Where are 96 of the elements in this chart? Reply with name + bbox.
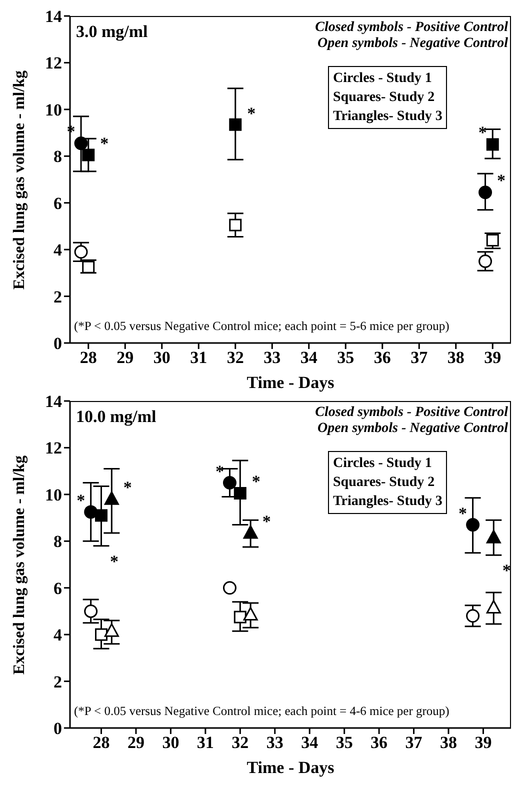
annotation: Open symbols - Negative Control: [316, 36, 508, 52]
annotation: *: [477, 123, 488, 142]
x-tick-label: 28: [92, 733, 110, 752]
y-tick-label: 14: [45, 7, 62, 26]
point: [243, 606, 258, 620]
annotation: Closed symbols - Positive Control: [315, 20, 508, 36]
annotation: Open symbols - Negative Control: [316, 421, 508, 437]
point: [74, 136, 88, 150]
y-tick-label: 10: [45, 485, 62, 504]
point: [82, 148, 95, 162]
x-tick-label: 38: [440, 733, 457, 752]
annotation: (*P < 0.05 versus Negative Control mice; each point = 5-6 mice per group): [74, 319, 450, 334]
y-tick-label: 6: [54, 194, 62, 213]
point: [478, 254, 492, 268]
point: [486, 234, 499, 246]
annotation: *: [99, 134, 110, 153]
chart-title: 10.0 mg/ml: [76, 407, 156, 427]
y-tick-label: 10: [45, 100, 62, 120]
annotation: Circles - Study 1: [333, 455, 433, 473]
point: [466, 518, 480, 532]
x-axis-title: Time - Days: [246, 373, 336, 393]
x-tick-label: 36: [374, 348, 391, 368]
annotation: *: [214, 462, 225, 481]
point: [243, 525, 258, 539]
x-tick-label: 29: [127, 733, 144, 752]
x-tick-label: 37: [410, 348, 428, 368]
annotation: *: [261, 512, 272, 531]
x-tick-label: 33: [264, 348, 281, 368]
y-tick-label: 2: [54, 672, 62, 692]
annotation: *: [458, 504, 468, 523]
key-box: Circles - Study 1 Squares- Study 2 Triangles- Study 3: [328, 451, 448, 514]
x-tick-label: 34: [301, 733, 319, 752]
x-tick-label: 39: [474, 733, 492, 752]
point: [222, 581, 236, 595]
annotation: *: [109, 552, 120, 571]
point: [104, 491, 119, 505]
annotation: Squares- Study 2: [333, 474, 436, 492]
point: [486, 530, 501, 544]
annotation: *: [246, 104, 257, 123]
x-tick-label: 31: [190, 348, 208, 368]
chart-title: 3.0 mg/ml: [76, 22, 148, 42]
annotation: Closed symbols - Positive Control: [315, 405, 508, 421]
annotation: *: [501, 561, 512, 580]
x-tick-label: 29: [116, 348, 134, 368]
point: [229, 118, 242, 131]
point: [234, 487, 246, 500]
y-tick-label: 2: [54, 287, 62, 306]
x-tick-label: 31: [196, 733, 214, 752]
y-tick-label: 14: [45, 392, 62, 412]
annotation: (*P < 0.05 versus Negative Control mice; each point = 4-6 mice per group): [74, 704, 450, 719]
point: [486, 600, 501, 614]
y-tick-label: 4: [54, 626, 62, 645]
key-box: Circles - Study 1 Squares- Study 2 Triangles- Study 3: [328, 66, 448, 129]
y-tick-label: 4: [54, 240, 62, 260]
x-tick-label: 39: [484, 348, 502, 368]
x-tick-label: 37: [405, 733, 423, 752]
y-tick-label: 12: [45, 54, 62, 73]
x-tick-label: 35: [337, 348, 354, 368]
point: [95, 628, 108, 641]
point: [95, 509, 108, 522]
annotation: Triangles- Study 3: [333, 108, 442, 126]
x-tick-label: 38: [447, 348, 464, 368]
y-tick-label: 8: [54, 147, 62, 166]
y-tick-label: 12: [45, 438, 62, 458]
annotation: *: [122, 478, 133, 498]
x-tick-label: 30: [162, 733, 180, 752]
annotation: *: [250, 472, 262, 492]
point: [486, 138, 499, 151]
y-tick-label: 6: [54, 578, 62, 598]
annotation: Circles - Study 1: [333, 70, 433, 88]
x-axis-title: Time - Days: [246, 758, 336, 778]
annotation: *: [76, 490, 86, 510]
point: [104, 623, 119, 637]
point: [222, 476, 236, 490]
point: [84, 604, 98, 618]
y-axis-title: Excised lung gas volume - ml/kg: [10, 454, 29, 676]
x-tick-label: 34: [300, 348, 318, 368]
annotation: *: [496, 171, 507, 190]
annotation: Triangles- Study 3: [333, 493, 442, 511]
x-tick-label: 32: [232, 733, 249, 752]
point: [74, 245, 88, 259]
x-tick-label: 28: [80, 348, 97, 368]
x-tick-label: 32: [226, 348, 244, 368]
y-axis-title: Excised lung gas volume - ml/kg: [10, 68, 29, 292]
x-tick-label: 36: [370, 733, 388, 752]
y-tick-label: 0: [54, 334, 62, 354]
y-tick-label: 0: [54, 719, 62, 738]
y-tick-label: 8: [54, 532, 62, 552]
annotation: Squares- Study 2: [333, 89, 436, 107]
x-tick-label: 35: [336, 733, 353, 752]
point: [229, 218, 242, 232]
x-tick-label: 33: [266, 733, 284, 752]
point: [466, 609, 480, 623]
x-tick-label: 30: [153, 348, 170, 368]
point: [234, 610, 246, 624]
point: [478, 186, 492, 200]
